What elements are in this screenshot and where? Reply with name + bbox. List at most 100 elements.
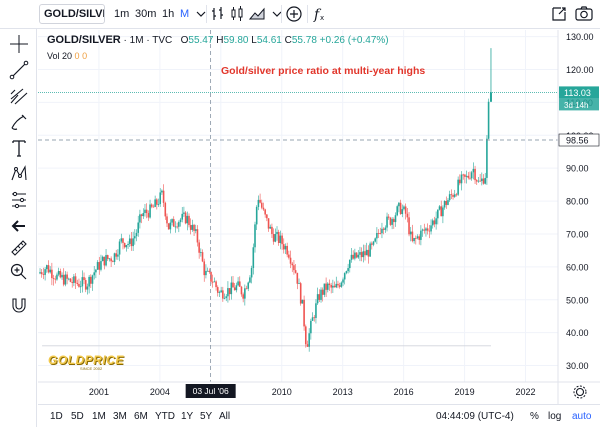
text-tool-icon[interactable] [8,137,30,159]
timeframe-30m[interactable]: 30m [135,8,157,20]
range-all[interactable]: All [219,411,231,422]
chevron-down-icon[interactable] [190,4,212,24]
range-6m[interactable]: 6M [134,411,148,422]
candle-up [487,101,490,139]
candle-up [457,179,459,195]
candle-down [313,317,316,319]
candle-up [381,228,383,234]
legend-symbol[interactable]: GOLD/SILVER [47,34,121,46]
legend-low-value: 54.61 [256,35,282,46]
candle-down [51,269,53,279]
range-ytd[interactable]: YTD [155,411,175,422]
candle-down [333,285,336,288]
chart-settings-icon[interactable] [573,385,587,399]
candle-down [83,277,85,281]
candle-down [123,242,126,248]
symbol-search-box[interactable]: GOLD/SILVE [39,4,105,24]
candle-down [110,258,112,262]
price-tick-label: 90.00 [566,164,589,174]
candle-up [44,269,46,275]
candle-up [127,243,129,246]
range-1d[interactable]: 1D [50,411,63,422]
crosshair-icon[interactable] [8,33,30,55]
range-1m[interactable]: 1M [92,411,106,422]
candle-down [459,179,461,184]
bar-chart-icon[interactable] [207,4,229,24]
timeframe-1h[interactable]: 1h [162,8,175,20]
prediction-icon[interactable] [8,189,30,211]
candle-up [218,292,221,293]
candle-down [245,288,248,290]
range-1y[interactable]: 1Y [181,411,194,422]
candle-down [325,283,327,290]
candle-up [91,275,94,284]
chevron-down-icon[interactable] [266,4,288,24]
percent-toggle[interactable]: % [530,411,539,422]
price-tick-label: 70.00 [566,229,589,239]
candle-up [460,174,463,184]
candle-up [315,303,317,318]
price-chart[interactable]: 30.0040.0050.0060.0070.0080.0090.00100.0… [38,30,600,404]
candle-up [369,243,371,257]
fullscreen-icon[interactable] [548,4,570,24]
candle-up [88,276,90,287]
pitchfork-icon[interactable] [8,85,30,107]
price-axis[interactable]: 30.0040.0050.0060.0070.0080.0090.00100.0… [557,30,600,404]
candle-down [259,199,261,203]
volume-label[interactable]: Vol 20 [47,51,73,61]
candle-down [147,213,150,218]
candle-up [442,207,444,217]
add-indicator-icon[interactable] [283,4,305,24]
price-tick-label: 130.00 [566,32,594,42]
candle-up [250,268,253,278]
auto-toggle[interactable]: auto [572,411,592,422]
candle-down [428,230,431,232]
candle-up [137,222,140,233]
magnet-icon[interactable] [8,294,30,316]
camera-icon[interactable] [573,4,595,24]
candle-up [437,209,439,219]
candle-up [279,235,282,244]
candle-up [365,249,368,256]
pattern-icon[interactable] [8,163,30,185]
arrow-left-icon[interactable] [8,215,30,237]
candle-down [90,276,92,284]
candle-down [462,174,465,176]
candle-up [144,209,146,213]
candle-down [467,175,470,178]
candle-down [433,220,436,225]
area-chart-icon[interactable] [246,4,268,24]
candle-up [320,289,322,300]
candle-down [196,229,199,243]
range-3m[interactable]: 3M [113,411,127,422]
timeframe-1m[interactable]: 1m [114,8,130,20]
legend-source: TVC [152,35,173,46]
brush-icon[interactable] [8,111,30,133]
candle-up [157,204,160,205]
zoom-in-icon[interactable] [8,261,30,283]
candle-up [374,238,376,242]
candle-down [40,272,43,275]
log-toggle[interactable]: log [548,411,562,422]
candle-up [465,175,468,177]
range-5y[interactable]: 5Y [200,411,213,422]
range-5d[interactable]: 5D [71,411,84,422]
timeframe-monthly[interactable]: M [180,8,190,20]
ruler-icon[interactable] [8,237,30,259]
candle-down [455,194,458,196]
candle-up [139,214,141,223]
candle-up [350,254,353,260]
goldprice-logo-tagline: SINCE 2002 [80,366,103,371]
candle-down [393,219,395,223]
candle-up [237,281,239,286]
candle-up [117,254,119,257]
trend-line-icon[interactable] [8,59,30,81]
candles-icon[interactable] [226,4,248,24]
price-tick-label: 40.00 [566,328,589,338]
candle-up [118,241,121,255]
candle-up [453,194,456,197]
candle-up [323,283,326,295]
utc-clock[interactable]: 04:44:09 (UTC-4) [436,411,514,422]
time-axis[interactable]: 2001200420072010201320162019202203 Jul '… [38,381,600,398]
